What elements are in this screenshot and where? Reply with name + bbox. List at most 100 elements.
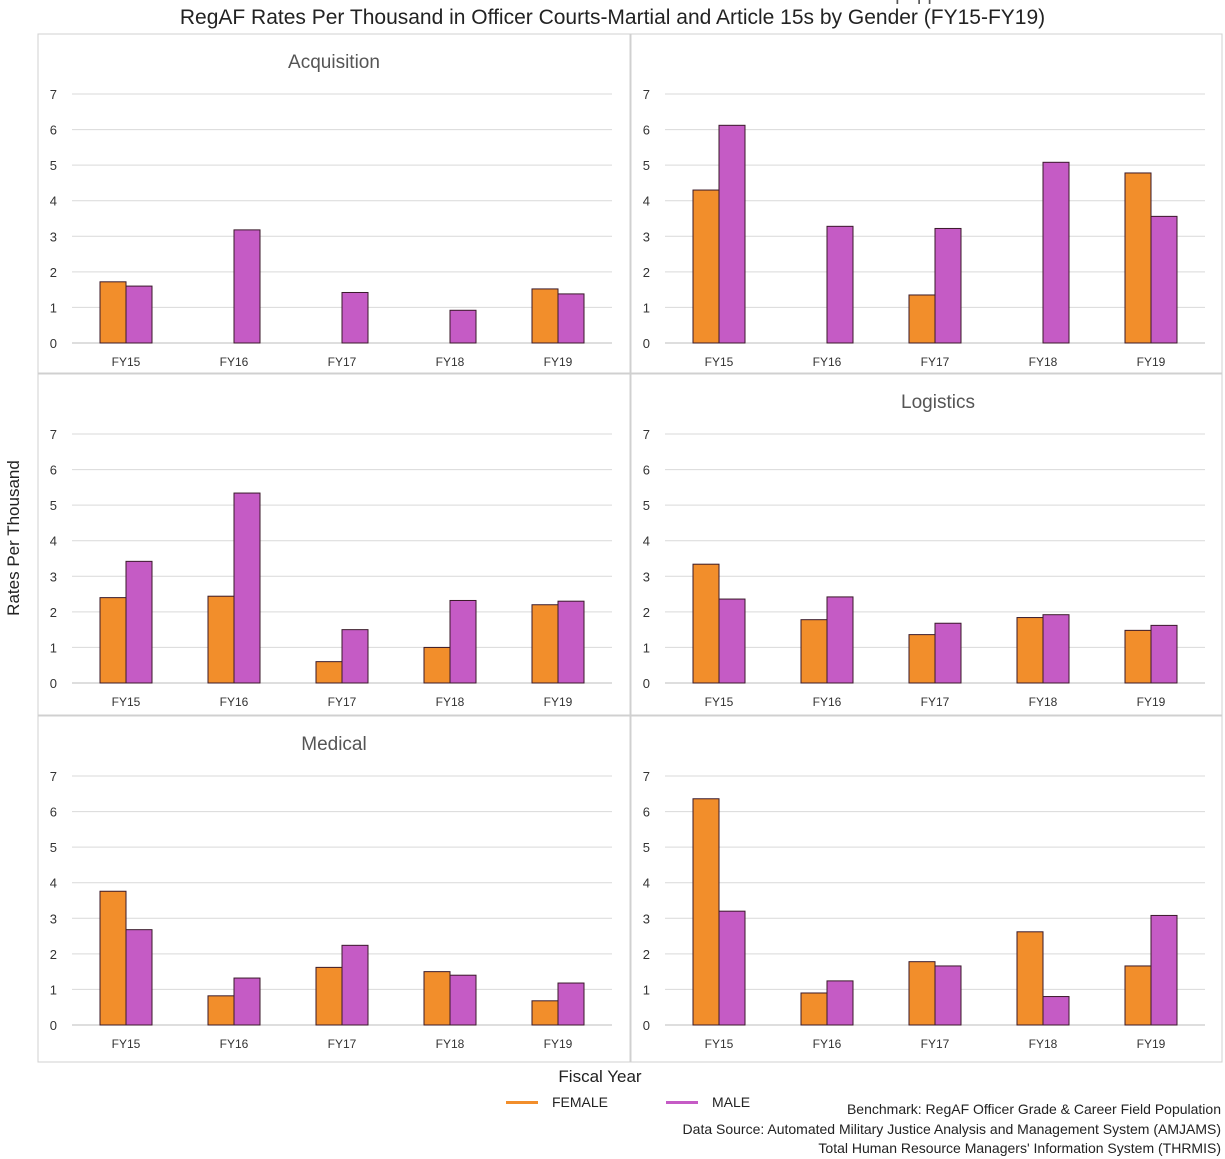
y-tick-label: 6 bbox=[643, 805, 650, 820]
bar-medical-female-fy15 bbox=[99, 597, 127, 684]
y-tick-label: 2 bbox=[643, 947, 650, 962]
y-tick-label: 3 bbox=[50, 229, 57, 244]
y-tick-label: 0 bbox=[50, 336, 57, 351]
x-tick-label: FY15 bbox=[705, 355, 734, 369]
x-tick-label: FY18 bbox=[1029, 355, 1058, 369]
x-tick-label: FY16 bbox=[220, 695, 249, 709]
x-tick-label: FY19 bbox=[544, 695, 573, 709]
x-tick-label: FY19 bbox=[1137, 695, 1166, 709]
panel-title-operations: Operations bbox=[881, 0, 974, 5]
bar-other-male-fy17 bbox=[341, 944, 369, 1026]
y-tick-label: 0 bbox=[50, 676, 57, 691]
bar-logistics-male-fy16 bbox=[826, 225, 854, 344]
x-tick-label: FY16 bbox=[220, 1037, 249, 1051]
y-tick-label: 0 bbox=[50, 1018, 57, 1033]
bar-support-male-fy19 bbox=[1150, 914, 1178, 1026]
bar-support-male-fy18 bbox=[1042, 996, 1070, 1026]
y-tick-label: 7 bbox=[643, 427, 650, 442]
bar-acquisition-male-fy17 bbox=[341, 291, 369, 344]
bar-logistics-male-fy18 bbox=[1042, 161, 1070, 344]
bar-acquisition-female-fy19 bbox=[531, 288, 559, 344]
legend-label-female: FEMALE bbox=[552, 1094, 609, 1110]
y-tick-label: 5 bbox=[643, 158, 650, 173]
bar-support-male-fy16 bbox=[826, 980, 854, 1026]
x-tick-label: FY17 bbox=[921, 355, 950, 369]
bar-logistics-female-fy15 bbox=[692, 189, 720, 344]
bar-operations-female-fy17 bbox=[908, 634, 936, 684]
bar-medical-male-fy19 bbox=[557, 600, 585, 684]
panel-frame-logistics bbox=[630, 33, 1223, 374]
bar-medical-male-fy16 bbox=[233, 492, 261, 684]
bar-logistics-male-fy15 bbox=[718, 124, 746, 344]
legend-swatch-male bbox=[666, 1100, 698, 1104]
y-tick-label: 5 bbox=[643, 840, 650, 855]
x-tick-label: FY15 bbox=[112, 355, 141, 369]
x-tick-label: FY16 bbox=[813, 695, 842, 709]
y-tick-label: 1 bbox=[643, 982, 650, 997]
bar-acquisition-male-fy19 bbox=[557, 293, 585, 344]
bar-operations-male-fy19 bbox=[1150, 624, 1178, 684]
bar-operations-male-fy18 bbox=[1042, 614, 1070, 684]
legend-swatch-female bbox=[506, 1100, 538, 1104]
x-tick-label: FY17 bbox=[328, 355, 357, 369]
panel-frame-support bbox=[630, 715, 1223, 1063]
y-tick-label: 0 bbox=[643, 676, 650, 691]
legend-label-male: MALE bbox=[712, 1094, 751, 1110]
bar-medical-female-fy16 bbox=[207, 595, 235, 684]
y-tick-label: 7 bbox=[50, 87, 57, 102]
panel-frame-other bbox=[37, 715, 631, 1063]
x-tick-label: FY16 bbox=[813, 355, 842, 369]
bar-support-female-fy19 bbox=[1124, 965, 1152, 1026]
y-tick-label: 7 bbox=[643, 87, 650, 102]
y-tick-label: 4 bbox=[50, 194, 57, 209]
y-tick-label: 3 bbox=[50, 911, 57, 926]
bar-other-female-fy18 bbox=[423, 971, 451, 1026]
bar-acquisition-male-fy18 bbox=[449, 309, 477, 344]
x-tick-label: FY15 bbox=[705, 1037, 734, 1051]
y-tick-label: 6 bbox=[50, 123, 57, 138]
y-tick-label: 2 bbox=[50, 947, 57, 962]
legend-item-male: MALE bbox=[666, 1094, 750, 1110]
chart-title: RegAF Rates Per Thousand in Officer Cour… bbox=[179, 6, 1046, 29]
panel-title-support: Support bbox=[894, 0, 961, 5]
bar-support-male-fy15 bbox=[718, 910, 746, 1026]
bar-other-female-fy19 bbox=[531, 1000, 559, 1026]
panel-frame-operations bbox=[630, 373, 1223, 716]
thrmis-note: Total Human Resource Managers' Informati… bbox=[818, 1140, 1221, 1156]
y-tick-label: 2 bbox=[50, 265, 57, 280]
bar-logistics-male-fy19 bbox=[1150, 215, 1178, 344]
bar-other-male-fy18 bbox=[449, 974, 477, 1026]
y-tick-label: 0 bbox=[643, 1018, 650, 1033]
bar-other-male-fy16 bbox=[233, 977, 261, 1026]
benchmark-note: Benchmark: RegAF Officer Grade & Career … bbox=[846, 1101, 1221, 1117]
x-tick-label: FY19 bbox=[544, 355, 573, 369]
bar-other-female-fy15 bbox=[99, 890, 127, 1026]
bar-operations-male-fy16 bbox=[826, 596, 854, 684]
x-tick-label: FY17 bbox=[328, 1037, 357, 1051]
bar-acquisition-male-fy16 bbox=[233, 229, 261, 344]
y-tick-label: 2 bbox=[50, 605, 57, 620]
bar-acquisition-female-fy15 bbox=[99, 281, 127, 344]
bar-support-female-fy17 bbox=[908, 961, 936, 1026]
bar-operations-female-fy19 bbox=[1124, 629, 1152, 684]
y-tick-label: 7 bbox=[50, 769, 57, 784]
y-tick-label: 1 bbox=[643, 640, 650, 655]
y-tick-label: 5 bbox=[643, 498, 650, 513]
y-tick-label: 6 bbox=[50, 463, 57, 478]
legend-item-female: FEMALE bbox=[506, 1094, 608, 1110]
y-tick-label: 4 bbox=[643, 194, 650, 209]
bar-support-female-fy16 bbox=[800, 992, 828, 1026]
x-tick-label: FY15 bbox=[112, 695, 141, 709]
x-tick-label: FY19 bbox=[1137, 1037, 1166, 1051]
x-tick-label: FY18 bbox=[436, 1037, 465, 1051]
y-tick-label: 6 bbox=[643, 463, 650, 478]
bar-medical-female-fy18 bbox=[423, 646, 451, 684]
bar-other-male-fy19 bbox=[557, 982, 585, 1026]
y-tick-label: 4 bbox=[50, 534, 57, 549]
y-tick-label: 7 bbox=[50, 427, 57, 442]
bar-logistics-female-fy17 bbox=[908, 294, 936, 344]
x-tick-label: FY16 bbox=[813, 1037, 842, 1051]
x-tick-label: FY19 bbox=[1137, 355, 1166, 369]
x-tick-label: FY17 bbox=[921, 695, 950, 709]
